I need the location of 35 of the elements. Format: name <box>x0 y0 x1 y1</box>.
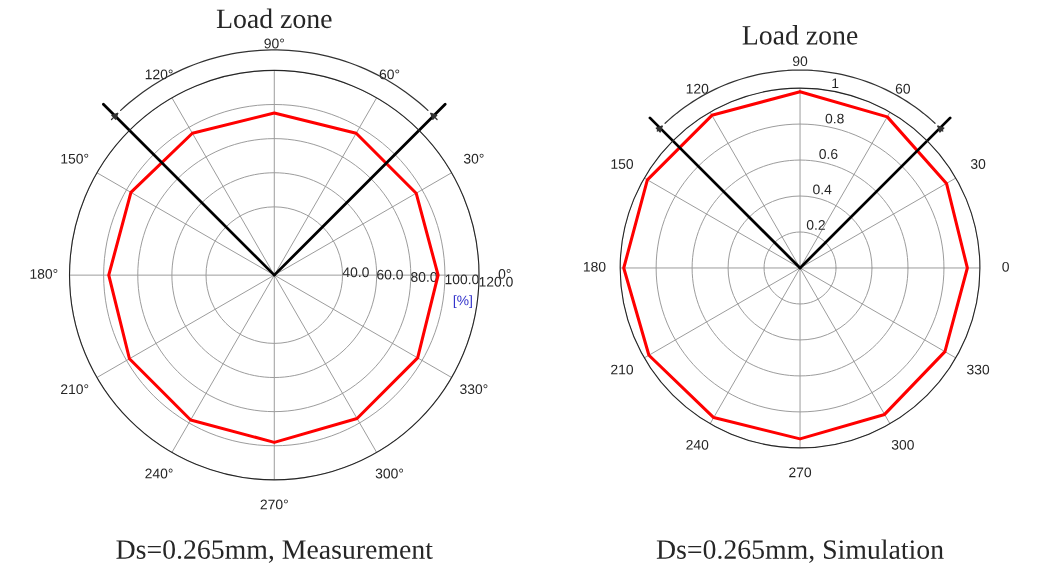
spoke-label: 0 <box>1002 261 1009 272</box>
y-tick-label: 40.0 <box>342 267 369 278</box>
spoke-label: 60 <box>895 83 911 94</box>
spoke-label: 300° <box>375 468 404 479</box>
spoke-label: 330° <box>460 384 488 395</box>
spoke-label: 210° <box>61 384 89 395</box>
spoke-label: 120 <box>686 83 709 94</box>
spoke-label: 150° <box>61 153 89 164</box>
spoke-label: 300 <box>891 439 914 450</box>
spoke-label: 60° <box>379 69 400 80</box>
text: Ds=0.265mm, Simulation <box>656 539 944 563</box>
spoke-label: 120° <box>145 69 173 80</box>
y-tick-label: 0.4 <box>813 184 832 195</box>
text: Load zone <box>742 25 858 45</box>
y-tick-label: 1 <box>832 78 839 88</box>
spoke-label: 270° <box>260 499 288 510</box>
y-tick-label: 60.0 <box>377 269 403 280</box>
spoke-label: 180° <box>30 269 58 279</box>
spoke-label: 270 <box>789 467 812 478</box>
spoke-label: 90° <box>264 38 284 49</box>
y-tick-label: 0.2 <box>806 219 825 230</box>
spoke-label: 240 <box>686 439 709 450</box>
text: [%] <box>453 295 472 309</box>
spoke-label: 150 <box>611 159 634 169</box>
spoke-label: 30° <box>463 153 484 164</box>
y-tick-label: 0.8 <box>825 113 844 124</box>
spoke-label: 210 <box>611 364 634 375</box>
spoke-label: 90 <box>792 56 808 67</box>
text: Ds=0.265mm, Measurement <box>116 540 433 563</box>
spoke-label: 180 <box>583 261 606 272</box>
spoke-label: 30 <box>970 159 986 169</box>
y-tick-label: 0.6 <box>819 149 838 159</box>
text: Load zone <box>216 8 332 29</box>
spoke-label: 330 <box>967 364 990 375</box>
spoke-label: 240° <box>145 468 173 479</box>
